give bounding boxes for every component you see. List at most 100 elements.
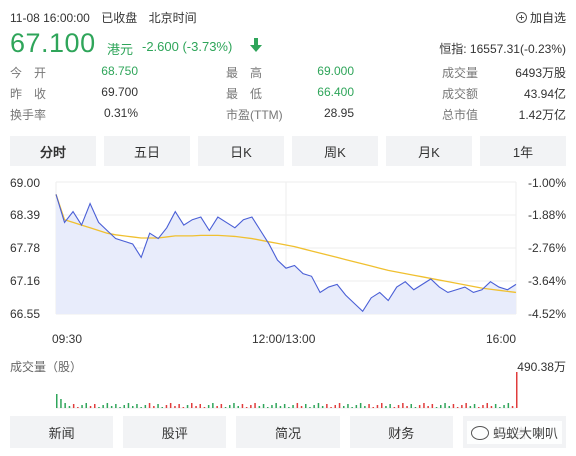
currency: 港元 bbox=[107, 42, 134, 57]
volume-bar bbox=[321, 406, 324, 408]
volume-bar bbox=[343, 406, 345, 408]
volume-bar bbox=[191, 403, 193, 408]
intraday-chart[interactable]: 69.00 68.39 67.78 67.16 66.55 -1.00% -1.… bbox=[0, 170, 576, 410]
volume-bar bbox=[77, 407, 79, 408]
stats-row: 今 开 68.750 最 高 69.000 成交量 6493万股 bbox=[10, 64, 566, 85]
volume-bar bbox=[402, 403, 404, 408]
volume-bar bbox=[258, 406, 261, 408]
volume-label: 成交量（股） bbox=[10, 360, 83, 374]
volume-bar bbox=[199, 404, 201, 408]
volume-bar bbox=[494, 404, 497, 408]
volume-bar bbox=[490, 406, 493, 408]
price-chart-svg[interactable] bbox=[0, 170, 576, 410]
volume-bar bbox=[482, 405, 484, 408]
watermark: 蚂蚁大喇叭 bbox=[466, 421, 562, 444]
volume-bar bbox=[245, 407, 248, 408]
stat-value: 69.000 bbox=[317, 64, 354, 78]
y-tick-left: 67.78 bbox=[10, 241, 41, 255]
tab-one-year[interactable]: 1年 bbox=[480, 136, 566, 166]
volume-bar bbox=[473, 404, 476, 408]
tab-monthly-k[interactable]: 月K bbox=[386, 136, 472, 166]
last-price: 67.100 bbox=[10, 28, 96, 58]
stat-value: 0.31% bbox=[103, 106, 138, 120]
volume-bar bbox=[355, 405, 358, 408]
volume-bar bbox=[136, 404, 138, 408]
volume-max: 490.38万 bbox=[517, 360, 566, 374]
volume-bar bbox=[220, 404, 223, 408]
x-tick: 12:00/13:00 bbox=[252, 332, 316, 346]
stats-row: 昨 收 69.700 最 低 66.400 成交额 43.94亿 bbox=[10, 85, 566, 106]
y-tick-right: -1.88% bbox=[527, 208, 566, 222]
volume-bar bbox=[326, 404, 328, 408]
tab-reviews[interactable]: 股评 bbox=[123, 416, 227, 448]
watermark-text: 蚂蚁大喇叭 bbox=[492, 426, 558, 441]
tab-profile[interactable]: 简况 bbox=[236, 416, 340, 448]
volume-bar bbox=[262, 404, 265, 408]
volume-bar bbox=[216, 406, 218, 408]
stat-label: 成交额 bbox=[442, 87, 479, 101]
volume-bar bbox=[174, 406, 176, 408]
hsi-index[interactable]: 恒指: 16557.31(-0.23%) bbox=[439, 40, 566, 57]
y-tick-left: 67.16 bbox=[10, 274, 41, 288]
y-tick-right: -3.64% bbox=[527, 274, 566, 288]
volume-bar bbox=[195, 406, 197, 408]
volume-bar bbox=[423, 403, 425, 408]
stat-value: 28.95 bbox=[323, 106, 354, 120]
average-price-line bbox=[55, 194, 517, 294]
volume-bar bbox=[330, 407, 332, 408]
volume-bar bbox=[102, 405, 104, 408]
volume-bar bbox=[410, 404, 412, 408]
volume-bar bbox=[250, 405, 252, 408]
tab-finance[interactable]: 财务 bbox=[349, 416, 453, 448]
volume-bar bbox=[203, 407, 206, 408]
stat-value: 6493万股 bbox=[515, 66, 566, 80]
volume-bar bbox=[478, 407, 480, 408]
stat-value: 66.400 bbox=[317, 85, 354, 99]
volume-bar bbox=[351, 407, 353, 408]
volume-bar bbox=[499, 407, 501, 408]
stats-grid: 今 开 68.750 最 高 69.000 成交量 6493万股 昨 收 69.… bbox=[10, 64, 566, 127]
volume-bar bbox=[94, 404, 96, 408]
tab-five-day[interactable]: 五日 bbox=[104, 136, 190, 166]
stat-value: 43.94亿 bbox=[523, 87, 566, 101]
volume-bar bbox=[229, 405, 231, 408]
volume-bar bbox=[486, 403, 488, 408]
volume-bar bbox=[292, 405, 294, 408]
volume-bar bbox=[448, 406, 450, 408]
volume-bar bbox=[359, 403, 362, 408]
volume-bar bbox=[368, 404, 370, 408]
quote-meta: 11-08 16:00:00 已收盘 北京时间 bbox=[10, 9, 566, 26]
volume-bar bbox=[414, 407, 417, 408]
volume-bar bbox=[406, 406, 408, 408]
market-status: 已收盘 bbox=[101, 11, 138, 25]
volume-bar bbox=[296, 403, 299, 408]
volume-bar bbox=[427, 406, 429, 408]
volume-bar bbox=[178, 404, 180, 408]
tab-daily-k[interactable]: 日K bbox=[198, 136, 284, 166]
stat-label: 昨 收 bbox=[10, 87, 47, 101]
tab-weekly-k[interactable]: 周K bbox=[292, 136, 378, 166]
volume-bar bbox=[60, 399, 62, 408]
volume-bar bbox=[461, 405, 463, 408]
tab-news[interactable]: 新闻 bbox=[10, 416, 114, 448]
x-tick: 09:30 bbox=[52, 332, 83, 346]
volume-bar bbox=[452, 404, 455, 408]
volume-bar bbox=[72, 404, 75, 408]
volume-bar bbox=[393, 407, 396, 408]
price-line bbox=[55, 194, 517, 313]
volume-bar bbox=[165, 405, 168, 408]
plus-circle-icon bbox=[515, 12, 527, 23]
volume-bar bbox=[110, 406, 113, 408]
y-tick-left: 69.00 bbox=[10, 176, 41, 190]
volume-bar bbox=[85, 403, 87, 408]
stat-label: 今 开 bbox=[10, 66, 47, 80]
y-tick-right: -4.52% bbox=[527, 307, 566, 321]
volume-bar bbox=[435, 407, 438, 408]
volume-bar bbox=[275, 403, 277, 408]
volume-bar bbox=[444, 403, 446, 408]
tab-intraday[interactable]: 分时 bbox=[10, 136, 96, 166]
index-label: 恒指: bbox=[439, 42, 467, 56]
add-watchlist-button[interactable]: 加自选 bbox=[515, 9, 566, 26]
volume-bar bbox=[376, 405, 379, 408]
volume-bar bbox=[347, 404, 349, 408]
